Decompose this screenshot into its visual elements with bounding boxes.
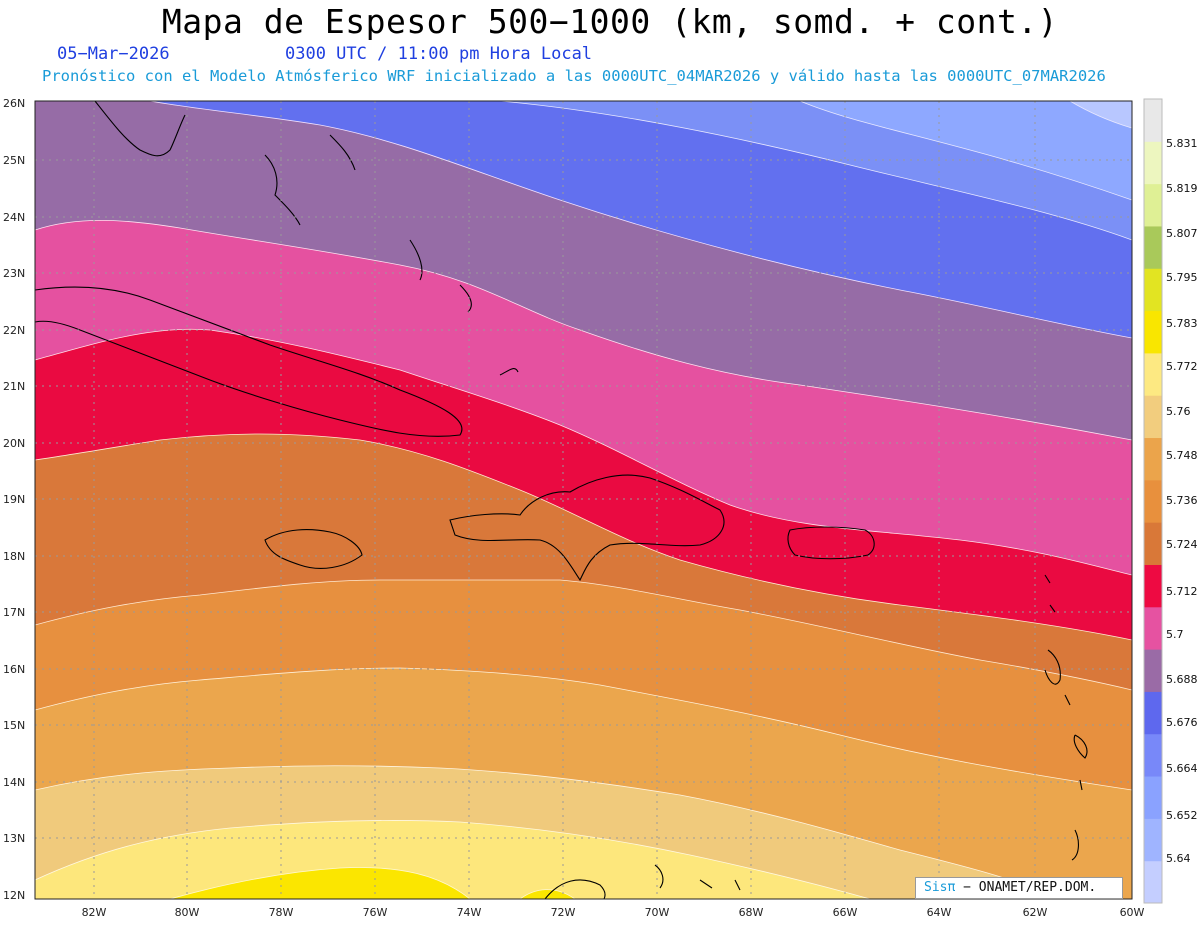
colorbar-swatch <box>1144 776 1162 819</box>
florida-coast <box>94 101 186 157</box>
colorbar-swatch <box>1144 691 1162 735</box>
colorbar: 5.64 5.652 5.664 5.676 5.688 5.7 5.712 5… <box>1143 98 1198 904</box>
colorbar-label: 5.831 <box>1166 137 1198 150</box>
bahamas-coast <box>264 134 519 376</box>
colorbar-swatch <box>1144 268 1162 312</box>
lat-label: 13N <box>3 832 25 845</box>
contour-band-5-772 <box>35 820 871 899</box>
colorbar-label: 5.676 <box>1166 716 1198 729</box>
colorbar-swatch <box>1144 649 1162 692</box>
lat-label: 17N <box>3 606 25 619</box>
map-frame <box>34 100 1133 900</box>
colorbar-swatch <box>1144 733 1162 777</box>
colorbar-swatch <box>1144 606 1162 650</box>
lon-label: 72W <box>551 906 576 919</box>
colorbar-label: 5.736 <box>1166 494 1198 507</box>
contour-fill-layer <box>35 101 1132 899</box>
lat-label: 12N <box>3 889 25 902</box>
colorbar-label: 5.795 <box>1166 271 1198 284</box>
hispaniola-coast <box>449 474 725 582</box>
colorbar-swatch <box>1144 395 1162 439</box>
forecast-date: 05−Mar−2026 <box>57 44 170 64</box>
lon-label: 82W <box>82 906 107 919</box>
coastline-layer <box>35 101 1088 899</box>
lat-label: 15N <box>3 719 25 732</box>
colorbar-swatch <box>1144 183 1162 227</box>
lat-label: 21N <box>3 380 25 393</box>
lat-label: 22N <box>3 324 25 337</box>
colorbar-swatch <box>1144 522 1162 565</box>
colorbar-label: 5.724 <box>1166 538 1198 551</box>
model-subtitle: Pronóstico con el Modelo Atmósferico WRF… <box>42 67 1106 85</box>
south-america-coast <box>544 864 741 899</box>
colorbar-swatch <box>1144 564 1162 608</box>
colorbar-swatch <box>1144 479 1162 523</box>
colorbar-label: 5.688 <box>1166 673 1198 686</box>
lat-label: 19N <box>3 493 25 506</box>
credit-box: Sisπ − ONAMET/REP.DOM. <box>915 877 1123 899</box>
lon-label: 62W <box>1023 906 1048 919</box>
lat-label: 26N <box>3 97 25 110</box>
longitude-axis: 82W 80W 78W 76W 74W 72W 70W 68W 66W 64W … <box>82 906 1145 919</box>
colorbar-label: 5.652 <box>1166 809 1198 822</box>
colorbar-swatch <box>1144 99 1162 142</box>
colorbar-swatch <box>1144 860 1162 904</box>
puerto-rico-coast <box>787 526 875 560</box>
colorbar-frame <box>1143 98 1163 904</box>
colorbar-label: 5.664 <box>1166 762 1198 775</box>
map-title: Mapa de Espesor 500−1000 (km, somd. + co… <box>161 2 1059 41</box>
graticule <box>35 101 1132 899</box>
jamaica-coast <box>264 529 363 569</box>
cuba-coast <box>35 286 463 437</box>
lon-label: 70W <box>645 906 670 919</box>
colorbar-label: 5.819 <box>1166 182 1198 195</box>
lat-label: 23N <box>3 267 25 280</box>
colorbar-labels: 5.64 5.652 5.664 5.676 5.688 5.7 5.712 5… <box>1166 137 1198 865</box>
lon-label: 80W <box>175 906 200 919</box>
colorbar-label: 5.748 <box>1166 449 1198 462</box>
lon-label: 66W <box>833 906 858 919</box>
colorbar-label: 5.772 <box>1166 360 1198 373</box>
colorbar-label: 5.783 <box>1166 317 1198 330</box>
colorbar-swatch <box>1144 225 1162 269</box>
credit-brand: Sisπ <box>924 880 956 895</box>
colorbar-swatches <box>1143 98 1163 904</box>
latitude-axis: 26N 25N 24N 23N 22N 21N 20N 19N 18N 17N … <box>3 97 25 902</box>
colorbar-swatch <box>1144 352 1162 396</box>
credit-org: − ONAMET/REP.DOM. <box>963 880 1097 895</box>
colorbar-label: 5.7 <box>1166 628 1184 641</box>
colorbar-label: 5.64 <box>1166 852 1191 865</box>
lon-label: 64W <box>927 906 952 919</box>
lon-label: 78W <box>269 906 294 919</box>
lat-label: 20N <box>3 437 25 450</box>
lat-label: 25N <box>3 154 25 167</box>
colorbar-swatch <box>1144 310 1162 354</box>
forecast-time: 0300 UTC / 11:00 pm Hora Local <box>285 44 593 64</box>
lat-label: 16N <box>3 663 25 676</box>
lon-label: 60W <box>1120 906 1145 919</box>
lesser-antilles-coast <box>1044 574 1088 861</box>
colorbar-swatch <box>1144 818 1162 862</box>
lon-label: 68W <box>739 906 764 919</box>
colorbar-swatch <box>1144 437 1162 481</box>
lat-label: 24N <box>3 211 25 224</box>
colorbar-label: 5.712 <box>1166 585 1198 598</box>
lat-label: 18N <box>3 550 25 563</box>
lat-label: 14N <box>3 776 25 789</box>
lon-label: 74W <box>457 906 482 919</box>
colorbar-swatch <box>1144 141 1162 185</box>
colorbar-label: 5.807 <box>1166 227 1198 240</box>
colorbar-label: 5.76 <box>1166 405 1191 418</box>
lon-label: 76W <box>363 906 388 919</box>
